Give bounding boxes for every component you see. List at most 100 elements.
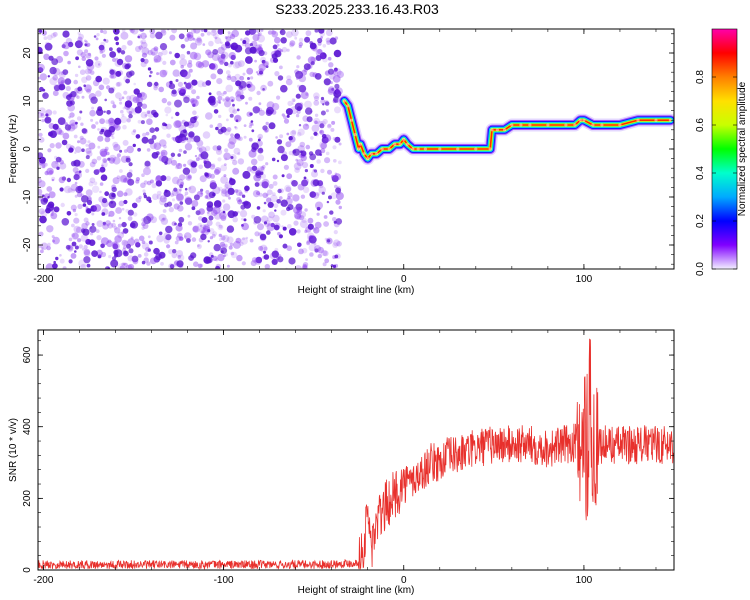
noise-blob [176, 178, 184, 186]
noise-blob [320, 142, 327, 150]
noise-blob [235, 91, 242, 98]
ridge-point [353, 133, 357, 137]
noise-blob [226, 236, 234, 244]
noise-blob [124, 63, 130, 70]
noise-blob [249, 112, 253, 116]
noise-blob [93, 169, 100, 176]
noise-blob [179, 53, 186, 60]
noise-blob [307, 223, 314, 230]
noise-blob [201, 230, 205, 234]
noise-blob [305, 258, 308, 261]
noise-blob [332, 145, 337, 150]
noise-blob [91, 158, 98, 165]
noise-blob [326, 40, 331, 45]
noise-blob [263, 61, 269, 67]
noise-blob [170, 152, 176, 157]
noise-blob [89, 161, 96, 168]
noise-blob [327, 88, 335, 95]
noise-blob [259, 233, 267, 241]
noise-blob [294, 213, 301, 220]
noise-blob [237, 152, 241, 156]
ridge-point [349, 118, 354, 122]
noise-blob [142, 132, 147, 137]
noise-blob [46, 167, 54, 176]
noise-blob [263, 184, 268, 189]
colorbar-ticks: 0.0 0.2 0.4 0.6 0.8 [695, 70, 737, 276]
noise-blob [101, 53, 106, 58]
noise-blob [313, 227, 317, 231]
noise-blob [274, 71, 280, 77]
noise-blob [262, 209, 266, 213]
noise-blob [190, 137, 195, 142]
noise-blob [110, 100, 115, 105]
noise-blob [208, 228, 215, 234]
noise-blob [134, 106, 142, 114]
noise-blob [44, 116, 52, 124]
noise-blob [295, 70, 304, 79]
noise-blob [244, 42, 251, 49]
noise-blob [97, 145, 101, 149]
noise-blob [149, 29, 156, 35]
noise-blob [320, 99, 326, 105]
noise-blob [288, 150, 294, 156]
noise-blob [301, 161, 309, 169]
noise-blob [51, 160, 59, 169]
noise-blob [248, 29, 257, 35]
x-tick-label: 0 [401, 575, 407, 586]
noise-blob [234, 133, 241, 140]
noise-blob [303, 63, 311, 71]
noise-blob [277, 145, 285, 154]
noise-blob [248, 149, 257, 158]
noise-blob [172, 176, 180, 185]
noise-blob [125, 188, 133, 196]
noise-blob [123, 149, 128, 153]
noise-blob [121, 239, 128, 247]
noise-blob [78, 170, 82, 174]
noise-blob [99, 190, 102, 194]
noise-blob [114, 227, 121, 234]
noise-blob [104, 146, 109, 151]
noise-blob [291, 102, 295, 105]
noise-blob [319, 52, 327, 60]
noise-blob [332, 264, 337, 268]
noise-blob [184, 143, 193, 151]
noise-blob [255, 29, 260, 33]
noise-blob [162, 209, 167, 213]
noise-blob [251, 123, 254, 127]
noise-blob [313, 131, 318, 136]
noise-blob [312, 192, 320, 199]
noise-blob [220, 92, 225, 97]
noise-blob [103, 159, 107, 163]
noise-blob [130, 236, 134, 240]
noise-blob [235, 237, 242, 244]
noise-blob [258, 63, 266, 72]
noise-blob [276, 159, 280, 163]
noise-blob [101, 161, 108, 168]
noise-blob [239, 241, 244, 246]
noise-blob [217, 54, 225, 63]
noise-blob [187, 62, 193, 68]
noise-blob [311, 170, 318, 178]
noise-blob [209, 63, 216, 70]
noise-blob [217, 128, 224, 135]
noise-blob [225, 70, 231, 75]
noise-blob [256, 90, 261, 96]
noise-blob [135, 45, 142, 53]
noise-blob [174, 99, 182, 108]
noise-blob [260, 173, 267, 179]
noise-blob [254, 182, 260, 187]
noise-blob [100, 128, 105, 133]
noise-blob [153, 142, 162, 150]
noise-blob [184, 37, 189, 42]
noise-blob [276, 139, 283, 145]
noise-blob [111, 136, 115, 140]
noise-blob [272, 214, 280, 223]
noise-blob [228, 106, 236, 114]
noise-blob [279, 196, 283, 200]
noise-blob [42, 194, 45, 197]
noise-blob [139, 40, 143, 44]
noise-blob [198, 164, 203, 170]
noise-blob [197, 80, 205, 88]
noise-blob [223, 183, 229, 189]
